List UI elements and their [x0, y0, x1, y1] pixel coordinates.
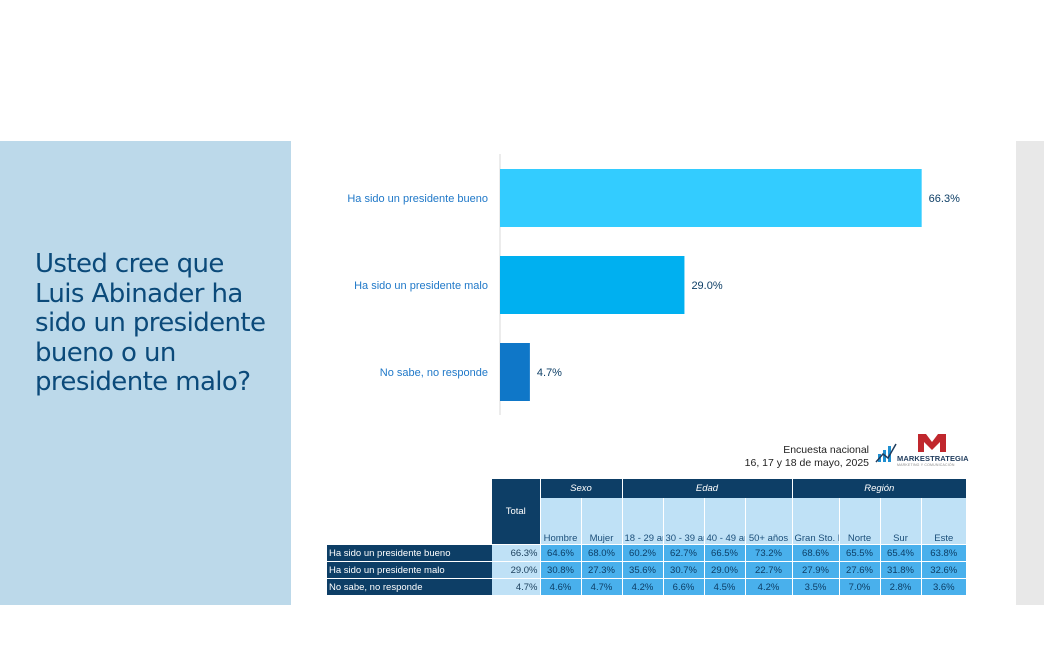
data-cell: 4.5%	[703, 578, 745, 595]
bar-0	[500, 169, 922, 227]
total-header: Total	[492, 479, 540, 545]
logo-wordmark: MARKESTRATEGIA	[897, 454, 969, 463]
logo-mark-icon	[875, 434, 946, 463]
right-side-strip	[1016, 141, 1044, 605]
data-cell: 66.5%	[703, 544, 745, 562]
table-row: Ha sido un presidente malo 29.0% 30.8% 2…	[327, 561, 967, 579]
crosstab-table: Total Sexo Edad Región Hombre Mujer 18 -…	[327, 479, 967, 595]
data-cell: 4.2%	[744, 578, 792, 595]
group-header-edad: Edad	[621, 479, 792, 498]
question-title: Usted cree que Luis Abinader ha sido un …	[35, 249, 266, 397]
data-cell: 65.5%	[838, 544, 880, 562]
subheader-18-29: 18 - 29 años	[621, 498, 663, 545]
data-cell: 27.3%	[580, 561, 622, 579]
group-header-sexo: Sexo	[539, 479, 622, 498]
data-cell: 31.8%	[879, 561, 921, 579]
data-cell: 68.6%	[791, 544, 839, 562]
data-cell: 3.6%	[920, 578, 967, 595]
table-row: Ha sido un presidente bueno 66.3% 64.6% …	[327, 544, 967, 562]
data-cell: 22.7%	[744, 561, 792, 579]
data-cell: 27.6%	[838, 561, 880, 579]
data-cell: 63.8%	[920, 544, 967, 562]
subheader-sur: Sur	[879, 498, 921, 545]
bar-1	[500, 256, 685, 314]
question-panel	[0, 141, 291, 605]
data-cell: 64.6%	[539, 544, 581, 562]
data-cell: 2.8%	[879, 578, 921, 595]
data-cell: 30.8%	[539, 561, 581, 579]
value-label-0: 66.3%	[929, 193, 960, 205]
subheader-40-49: 40 - 49 años	[703, 498, 745, 545]
subheader-gran-sto-dgo: Gran Sto. Dgo.	[791, 498, 839, 545]
subheader-este: Este	[920, 498, 967, 545]
value-label-2: 4.7%	[537, 367, 562, 379]
data-cell: 35.6%	[621, 561, 663, 579]
data-cell: 60.2%	[621, 544, 663, 562]
data-cell: 6.6%	[662, 578, 704, 595]
source-line-2: 16, 17 y 18 de mayo, 2025	[744, 457, 869, 469]
category-label-1: Ha sido un presidente malo	[354, 280, 488, 292]
total-cell: 29.0%	[492, 561, 540, 579]
data-cell: 4.7%	[580, 578, 622, 595]
data-cell: 65.4%	[879, 544, 921, 562]
total-cell: 4.7%	[492, 578, 540, 595]
total-cell: 66.3%	[492, 544, 540, 562]
data-cell: 29.0%	[703, 561, 745, 579]
bar-2	[500, 343, 530, 401]
data-cell: 3.5%	[791, 578, 839, 595]
markestrategia-logo: MARKESTRATEGIA MARKETING Y COMUNICACIÓN	[875, 432, 969, 472]
subheader-hombre: Hombre	[539, 498, 581, 545]
table-row: No sabe, no responde 4.7% 4.6% 4.7% 4.2%…	[327, 578, 967, 595]
data-cell: 68.0%	[580, 544, 622, 562]
category-label-2: No sabe, no responde	[380, 367, 488, 379]
data-cell: 32.6%	[920, 561, 967, 579]
group-header-region: Región	[791, 479, 967, 498]
source-line-1: Encuesta nacional	[783, 444, 869, 456]
subheader-mujer: Mujer	[580, 498, 622, 545]
data-cell: 73.2%	[744, 544, 792, 562]
data-cell: 62.7%	[662, 544, 704, 562]
row-label: Ha sido un presidente malo	[327, 561, 492, 579]
subheader-norte: Norte	[838, 498, 880, 545]
row-label: Ha sido un presidente bueno	[327, 544, 492, 562]
logo-tagline: MARKETING Y COMUNICACIÓN	[897, 463, 955, 467]
data-cell: 7.0%	[838, 578, 880, 595]
data-cell: 30.7%	[662, 561, 704, 579]
subheader-30-39: 30 - 39 años	[662, 498, 704, 545]
row-label: No sabe, no responde	[327, 578, 492, 595]
value-label-1: 29.0%	[691, 280, 722, 292]
data-cell: 27.9%	[791, 561, 839, 579]
horizontal-bar-chart: Ha sido un presidente bueno 66.3% Ha sido …	[347, 154, 960, 415]
data-cell: 4.2%	[621, 578, 663, 595]
source-note: Encuesta nacional 16, 17 y 18 de mayo, 2…	[700, 444, 869, 470]
category-label-0: Ha sido un presidente bueno	[347, 193, 488, 205]
subheader-50-plus: 50+ años	[744, 498, 792, 545]
table-corner	[327, 479, 492, 545]
data-cell: 4.6%	[539, 578, 581, 595]
